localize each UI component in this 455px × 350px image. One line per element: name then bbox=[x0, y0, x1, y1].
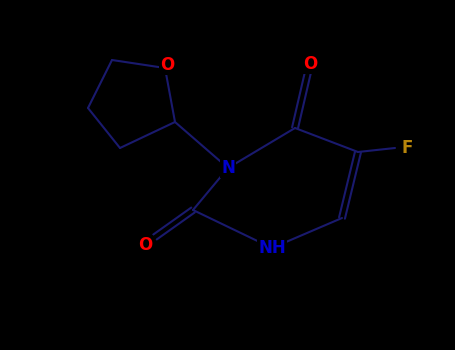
Text: O: O bbox=[138, 236, 152, 254]
Text: O: O bbox=[303, 55, 317, 73]
Text: O: O bbox=[160, 56, 174, 74]
Text: F: F bbox=[401, 139, 413, 157]
Text: NH: NH bbox=[258, 239, 286, 257]
Text: N: N bbox=[221, 159, 235, 177]
